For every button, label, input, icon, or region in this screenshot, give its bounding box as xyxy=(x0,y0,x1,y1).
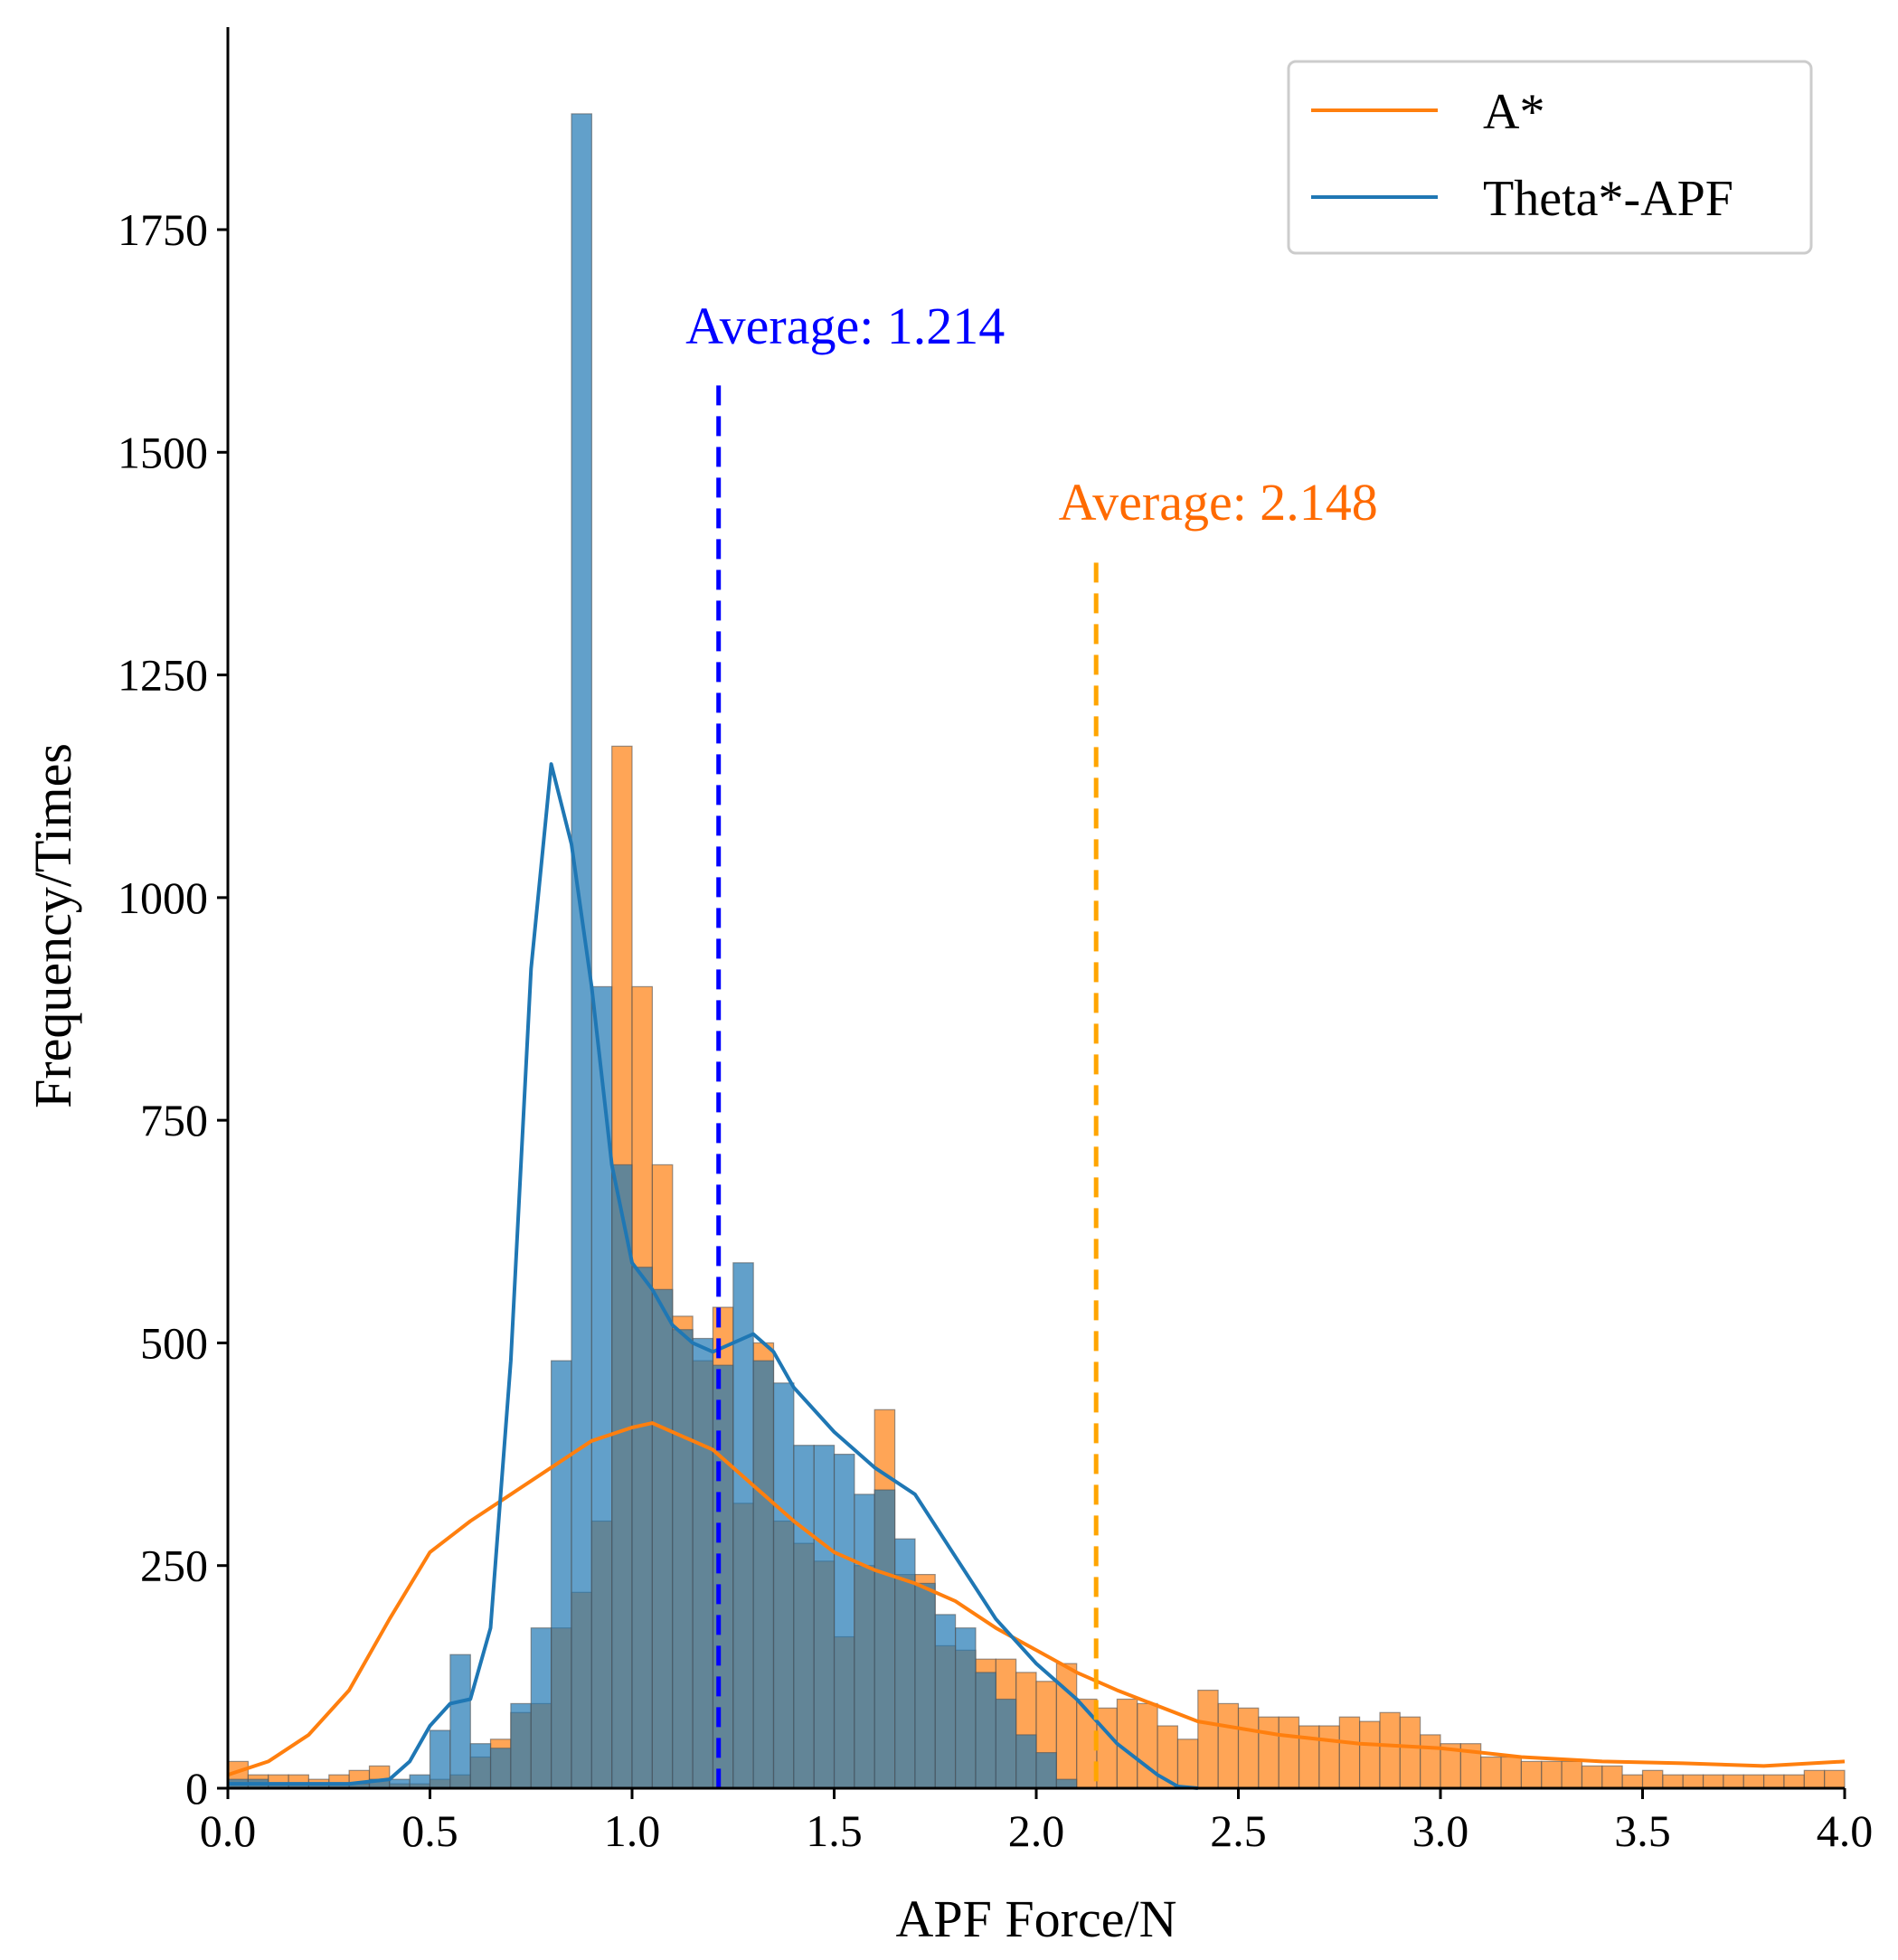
theta-bar xyxy=(975,1672,996,1789)
x-tick-label: 2.0 xyxy=(1008,1805,1065,1856)
astar-bar xyxy=(1137,1702,1158,1789)
astar-bar xyxy=(1358,1720,1381,1789)
theta-bar xyxy=(429,1729,451,1789)
astar-bar xyxy=(1723,1774,1744,1789)
theta-bar xyxy=(954,1627,977,1789)
theta-bars xyxy=(227,113,1078,1789)
astar-bar xyxy=(1338,1716,1361,1789)
x-axis-title: APF Force/N xyxy=(896,1889,1177,1948)
astar-bar xyxy=(1217,1702,1240,1789)
x-tick-label: 4.0 xyxy=(1817,1805,1874,1856)
theta-bar xyxy=(813,1445,836,1789)
x-tick-label: 2.5 xyxy=(1210,1805,1267,1856)
theta-bar xyxy=(530,1627,552,1789)
theta-average-label: Average: 1.214 xyxy=(685,297,1005,355)
theta-bar xyxy=(692,1337,714,1789)
astar-average-label: Average: 2.148 xyxy=(1059,473,1378,532)
ticks: 0.0 0.5 1.0 1.5 2.0 2.5 3.0 3.5 4.0 0 250 500 750 100… xyxy=(118,204,1873,1856)
theta-bar xyxy=(914,1582,936,1789)
theta-kde-line xyxy=(228,762,1198,1790)
y-tick-label: 1250 xyxy=(118,650,208,701)
theta-bar xyxy=(469,1743,492,1789)
y-tick-label: 1750 xyxy=(118,204,208,255)
astar-bar xyxy=(1096,1707,1118,1789)
astar-bar xyxy=(1116,1698,1138,1789)
astar-bar xyxy=(1561,1760,1582,1789)
astar-bar xyxy=(1641,1769,1664,1789)
astar-bar xyxy=(1662,1774,1684,1789)
astar-bar xyxy=(1379,1711,1401,1789)
astar-bars xyxy=(227,745,1846,1789)
theta-bar xyxy=(489,1748,512,1789)
theta-bar xyxy=(510,1702,532,1789)
y-tick-label: 250 xyxy=(140,1541,208,1591)
astar-bar xyxy=(1621,1774,1644,1789)
theta-bar xyxy=(793,1445,815,1789)
astar-bar xyxy=(1197,1689,1219,1789)
astar-bar xyxy=(1682,1774,1704,1789)
theta-bar xyxy=(590,985,613,1789)
theta-bar xyxy=(1035,1751,1057,1789)
astar-bar xyxy=(1541,1760,1563,1789)
average-lines xyxy=(716,385,1099,1788)
kde-lines xyxy=(227,762,1846,1790)
theta-bar xyxy=(854,1494,875,1789)
astar-bar xyxy=(1298,1725,1320,1789)
x-tick-label: 3.0 xyxy=(1412,1805,1469,1856)
theta-bar xyxy=(934,1614,957,1789)
y-tick-label: 750 xyxy=(140,1095,208,1145)
astar-bar xyxy=(1258,1716,1279,1789)
x-tick-label: 0.0 xyxy=(200,1805,257,1856)
legend-label-theta: Theta*-APF xyxy=(1483,171,1733,227)
theta-bar xyxy=(1015,1734,1037,1789)
astar-bar xyxy=(1500,1756,1522,1789)
y-tick-label: 0 xyxy=(185,1763,208,1814)
astar-bar xyxy=(1480,1756,1502,1789)
x-tick-label: 3.5 xyxy=(1614,1805,1671,1856)
astar-bar xyxy=(1399,1716,1421,1789)
astar-bar xyxy=(1824,1769,1846,1789)
astar-bar xyxy=(1601,1765,1623,1789)
y-axis-title: Frequency/Times xyxy=(24,743,82,1108)
astar-bar xyxy=(1420,1734,1441,1789)
astar-bar xyxy=(1803,1769,1826,1789)
theta-bar xyxy=(833,1453,855,1789)
astar-bar xyxy=(1702,1774,1724,1789)
y-tick-label: 500 xyxy=(140,1317,208,1368)
astar-kde-line xyxy=(227,1421,1846,1777)
astar-bar xyxy=(1762,1774,1785,1789)
theta-bar xyxy=(995,1698,1017,1789)
theta-bar xyxy=(571,113,592,1789)
y-tick-label: 1000 xyxy=(118,872,208,923)
x-tick-label: 0.5 xyxy=(401,1805,458,1856)
x-tick-label: 1.5 xyxy=(806,1805,863,1856)
legend: A* Theta*-APF xyxy=(1287,60,1813,255)
astar-bar xyxy=(1520,1760,1543,1789)
theta-bar xyxy=(772,1382,795,1789)
theta-bar xyxy=(672,1329,694,1789)
theta-bar xyxy=(449,1654,471,1789)
theta-bar xyxy=(752,1360,775,1789)
astar-bar xyxy=(1318,1725,1340,1789)
x-tick-label: 1.0 xyxy=(604,1805,661,1856)
astar-bar xyxy=(1237,1707,1260,1789)
legend-label-astar: A* xyxy=(1483,84,1544,140)
theta-bar xyxy=(873,1489,896,1789)
theta-bar xyxy=(409,1774,431,1789)
astar-bar xyxy=(1742,1774,1765,1789)
theta-bar xyxy=(631,1267,653,1789)
theta-bar xyxy=(550,1360,572,1789)
y-tick-label: 1500 xyxy=(118,427,208,477)
theta-bar xyxy=(651,1288,674,1789)
theta-bar xyxy=(712,1364,734,1789)
astar-bar xyxy=(1278,1716,1300,1789)
astar-bar xyxy=(1176,1739,1199,1789)
astar-bar xyxy=(1783,1774,1805,1789)
theta-bar xyxy=(611,1164,633,1789)
axes xyxy=(226,27,1845,1790)
astar-bar xyxy=(1581,1765,1603,1789)
